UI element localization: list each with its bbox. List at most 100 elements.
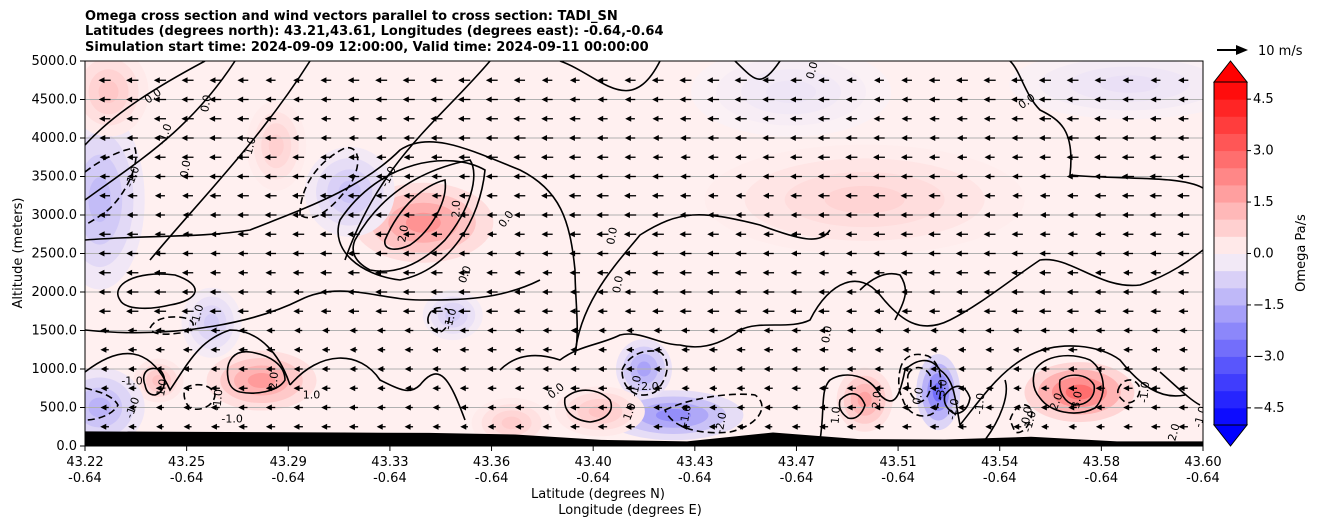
wind-vector-head: [928, 96, 935, 103]
wind-vector: [1039, 154, 1051, 161]
wind-vector-head: [542, 269, 549, 276]
wind-vector-head: [984, 192, 991, 199]
wind-vector-head: [236, 154, 243, 161]
omega-anomaly: [247, 373, 276, 389]
wind-vector-head: [568, 192, 575, 199]
contour-negative: [427, 306, 451, 333]
wind-vector: [707, 115, 719, 122]
wind-vector: [126, 212, 138, 218]
wind-vector-head: [294, 327, 301, 334]
x-tick-label-longitude: -0.64: [373, 471, 407, 486]
wind-vector-head: [569, 115, 576, 122]
wind-vector-head: [349, 327, 356, 334]
wind-vector: [153, 96, 167, 103]
wind-vector-head: [957, 423, 964, 430]
omega-anomaly: [152, 375, 165, 387]
wind-vector-head: [98, 231, 105, 238]
wind-vector-head: [789, 154, 796, 161]
wind-vector-head: [155, 327, 162, 334]
wind-vector-head: [651, 269, 658, 276]
wind-vector: [1149, 154, 1162, 161]
wind-vector-head: [929, 115, 936, 122]
wind-vector: [127, 346, 137, 353]
wind-vector-head: [956, 308, 963, 315]
wind-vector-head: [98, 115, 105, 122]
wind-vector-head: [1094, 154, 1101, 161]
wind-vector-head: [209, 135, 216, 141]
wind-vector: [377, 385, 386, 392]
wind-vector-head: [127, 327, 134, 334]
wind-vector-head: [320, 77, 327, 84]
wind-vector: [126, 308, 139, 315]
wind-vector-head: [292, 192, 299, 199]
wind-vector: [679, 269, 692, 276]
wind-vector: [901, 77, 912, 84]
wind-vector: [98, 250, 111, 257]
wind-vector: [1039, 192, 1051, 199]
wind-vector-head: [651, 77, 658, 84]
wind-vector: [1039, 173, 1051, 180]
wind-vector-head: [928, 250, 935, 257]
wind-vector: [901, 308, 912, 315]
wind-vector: [983, 212, 996, 218]
wind-vector: [155, 346, 165, 353]
wind-vector: [1149, 212, 1162, 218]
wind-vector-head: [626, 346, 633, 353]
wind-vector: [128, 366, 137, 372]
wind-vector-head: [1178, 385, 1185, 392]
wind-vector-head: [210, 404, 217, 411]
wind-vector: [1068, 423, 1077, 430]
wind-vector-head: [1038, 77, 1045, 84]
wind-vector-head: [1012, 366, 1019, 372]
wind-vector: [402, 269, 415, 276]
wind-vector-head: [901, 404, 908, 411]
wind-vector: [320, 289, 332, 295]
wind-vector: [1011, 269, 1024, 276]
wind-vector-head: [817, 212, 824, 218]
wind-vector-head: [238, 366, 245, 372]
wind-vector: [264, 231, 277, 238]
wind-vector-head: [1094, 96, 1101, 103]
y-axis: 0.0500.01000.01500.02000.02500.03000.035…: [32, 54, 85, 454]
wind-vector: [128, 404, 137, 411]
wind-vector: [1150, 289, 1161, 295]
wind-vector: [653, 366, 662, 372]
wind-vector-head: [818, 250, 825, 257]
wind-vector-head: [902, 327, 909, 334]
wind-vector-head: [99, 173, 106, 180]
wind-vector-head: [1012, 346, 1019, 353]
wind-vector: [404, 366, 413, 372]
wind-vector: [1149, 173, 1162, 180]
wind-vector: [293, 404, 303, 411]
wind-vector-head: [597, 96, 604, 103]
wind-vector: [846, 346, 856, 353]
x-tick-label-longitude: -0.64: [271, 471, 305, 486]
wind-vector: [154, 231, 166, 238]
wind-vector-head: [764, 423, 771, 430]
wind-vector: [706, 77, 720, 84]
wind-vector: [1038, 135, 1051, 141]
wind-vector: [653, 346, 662, 353]
wind-vector-head: [432, 366, 439, 372]
x-tick-label-longitude: -0.64: [983, 471, 1017, 486]
wind-vector: [153, 289, 167, 295]
wind-vector: [292, 231, 305, 238]
wind-vector: [1039, 212, 1050, 218]
wind-vector-head: [1123, 327, 1130, 334]
wind-vector: [459, 327, 469, 334]
wind-vector-head: [100, 423, 107, 430]
wind-vector-head: [1122, 289, 1129, 295]
wind-vector-head: [679, 115, 686, 122]
wind-vector: [126, 96, 139, 103]
wind-vector-head: [432, 385, 439, 392]
wind-vector-head: [458, 192, 465, 199]
wind-vector-head: [1149, 250, 1156, 257]
wind-vector-head: [874, 404, 881, 411]
wind-vector-head: [791, 423, 798, 430]
wind-vector-head: [625, 115, 632, 122]
wind-vector: [320, 77, 332, 84]
wind-vector-head: [928, 192, 935, 199]
wind-vector: [210, 423, 220, 430]
wind-vector-head: [845, 96, 852, 103]
wind-vector: [707, 250, 720, 257]
